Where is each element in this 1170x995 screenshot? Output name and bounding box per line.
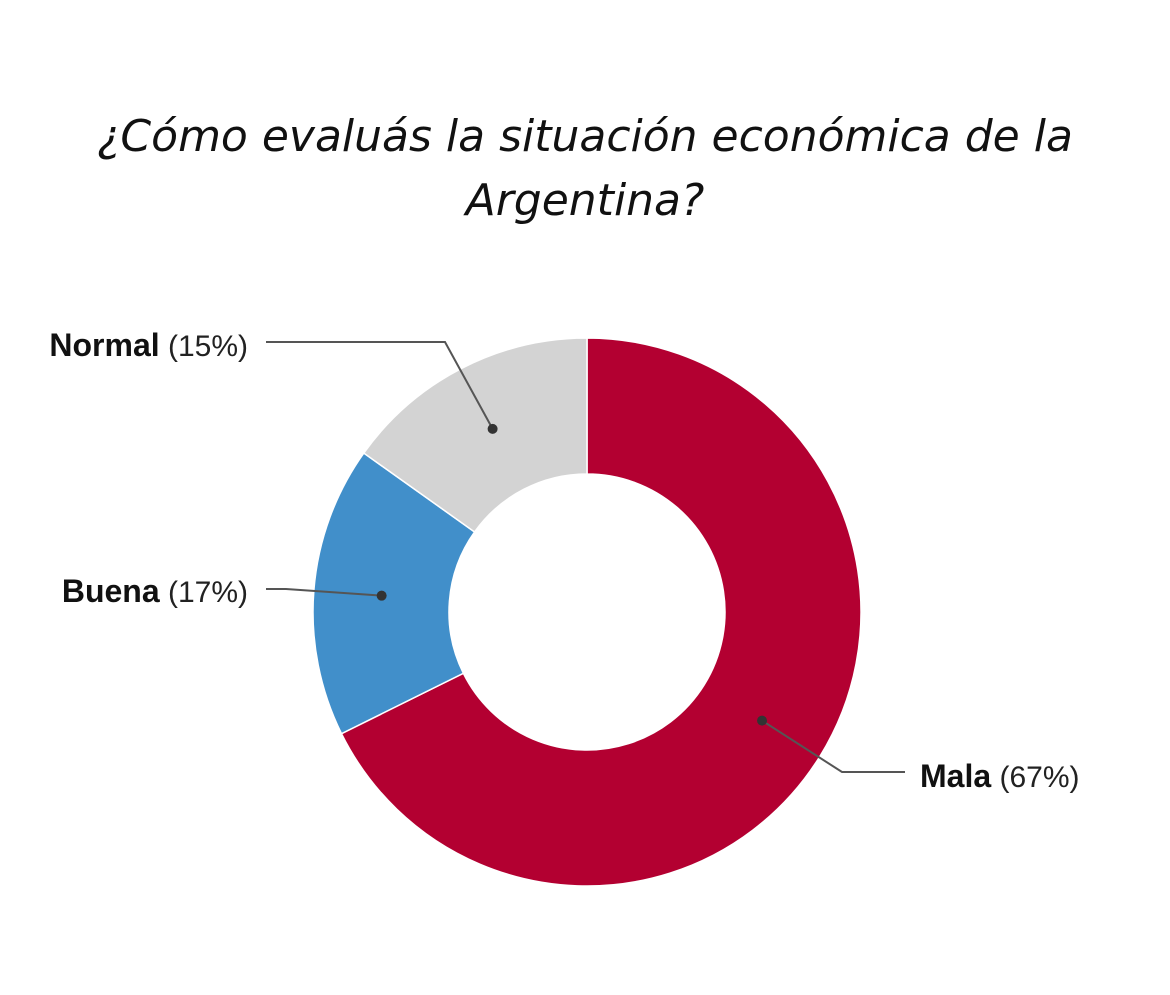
slice-label-buena: Buena (17%) [62, 573, 248, 609]
leader-dot-buena [376, 590, 387, 601]
leader-line-buena [266, 588, 382, 597]
slice-label-percent: (17%) [160, 576, 248, 609]
slice-buena [312, 452, 476, 735]
leader-line-normal [266, 341, 494, 430]
slice-label-name: Normal [49, 327, 159, 363]
slice-label-normal: Normal (15%) [49, 327, 248, 363]
leader-lines-group [266, 341, 905, 773]
slice-label-mala: Mala (67%) [920, 758, 1080, 794]
leader-dot-normal [487, 423, 498, 434]
slice-label-percent: (15%) [160, 330, 248, 363]
leader-line-mala [761, 719, 905, 773]
slice-label-percent: (67%) [991, 761, 1079, 794]
slice-label-name: Buena [62, 573, 160, 609]
chart-title: ¿Cómo evaluás la situación económica de … [97, 111, 1073, 226]
leader-dot-mala [757, 715, 768, 726]
slices-group [312, 337, 862, 887]
slice-mala [340, 337, 862, 887]
slice-normal [362, 337, 588, 533]
labels-group: Mala (67%) Buena (17%) Normal (15%) [49, 327, 1079, 794]
slice-label-name: Mala [920, 758, 991, 794]
